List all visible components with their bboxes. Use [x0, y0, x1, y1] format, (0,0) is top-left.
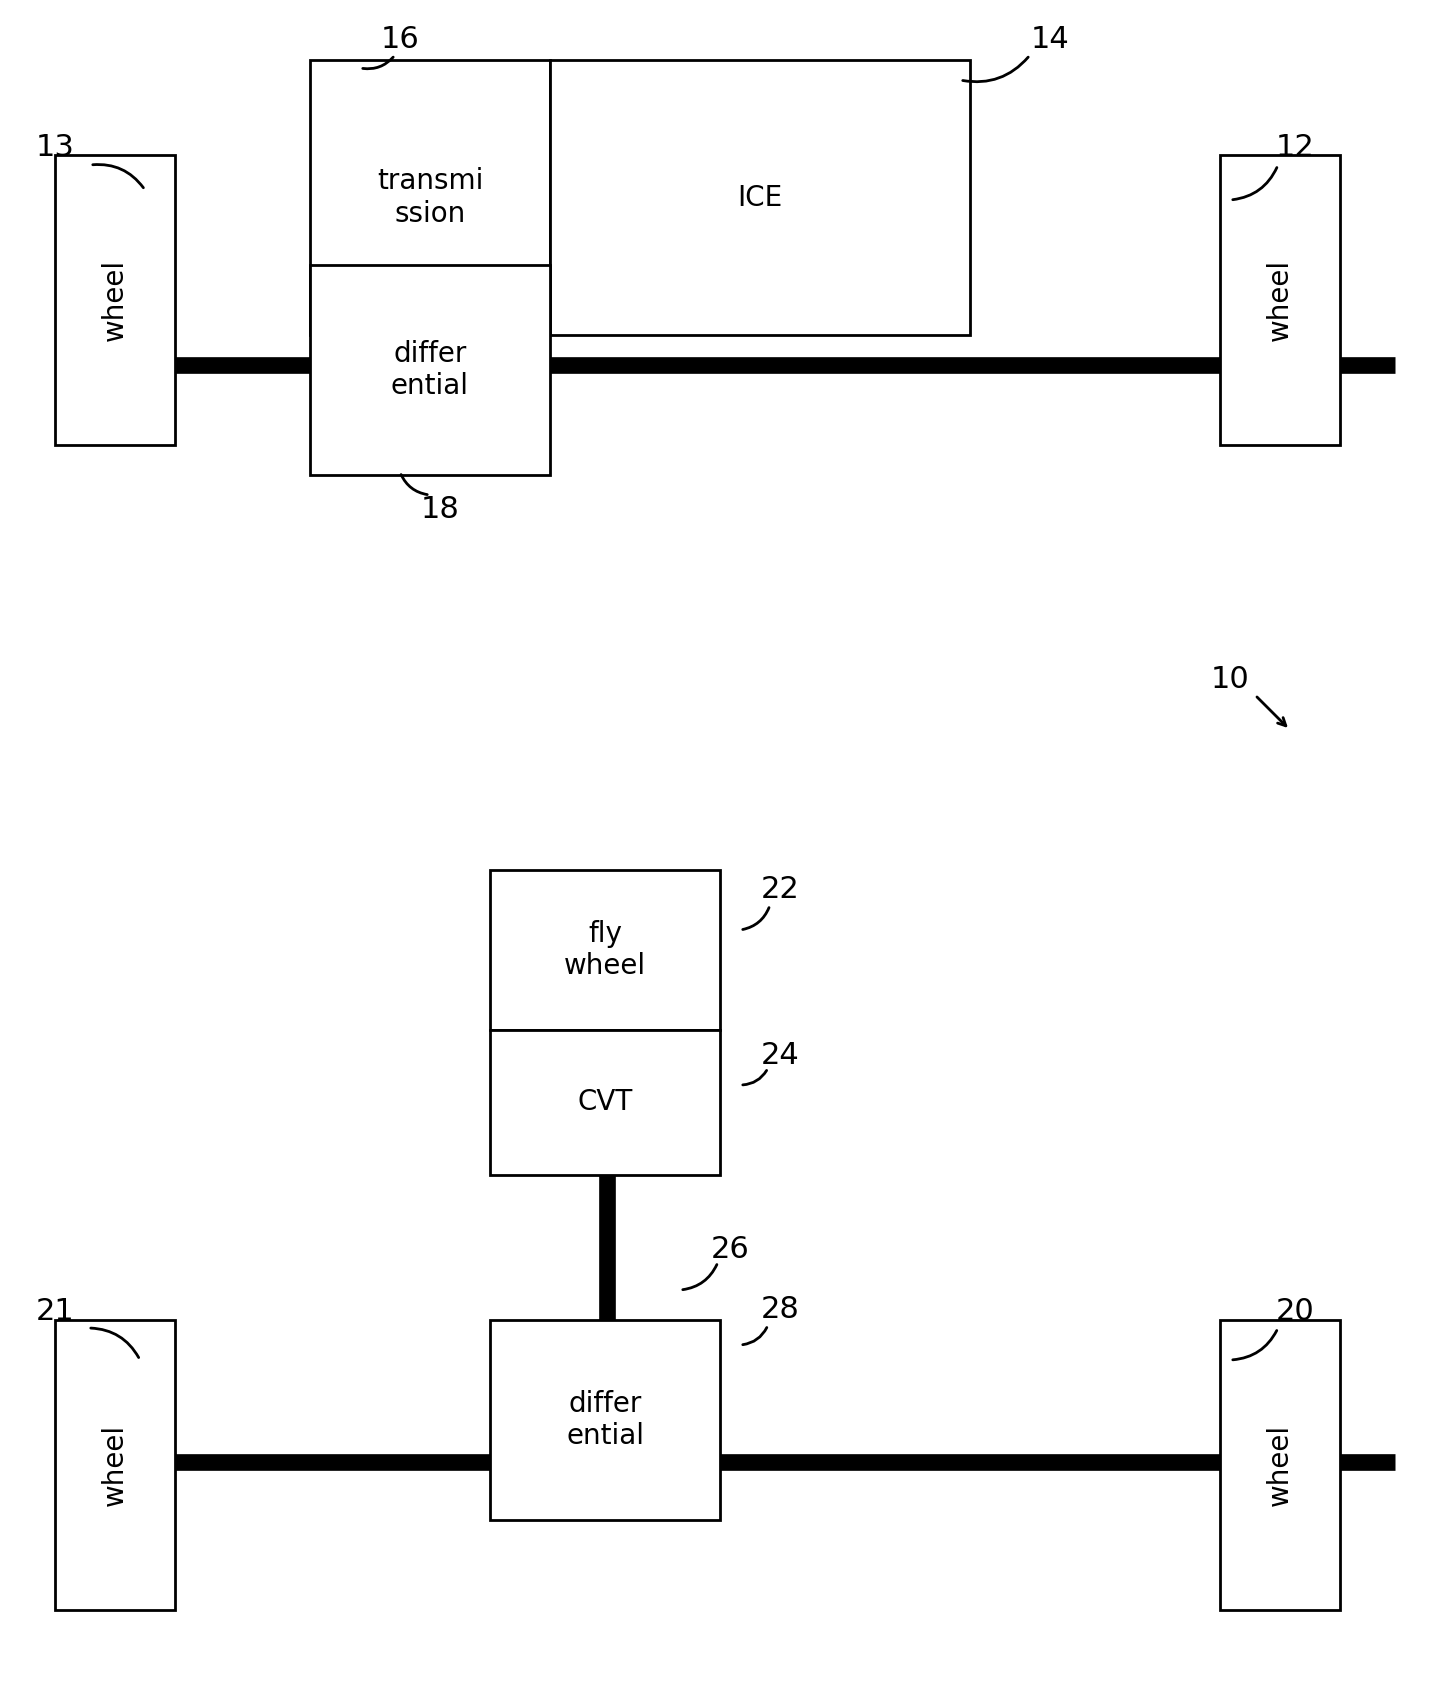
- Text: ICE: ICE: [738, 184, 782, 211]
- Bar: [490, 1320, 720, 1519]
- Text: wheel: wheel: [101, 258, 129, 341]
- Text: transmi
ssion: transmi ssion: [377, 167, 483, 228]
- Text: 21: 21: [36, 1298, 74, 1327]
- Text: 10: 10: [1210, 665, 1249, 694]
- Text: CVT: CVT: [577, 1089, 633, 1116]
- Bar: [310, 61, 551, 334]
- Text: 24: 24: [761, 1040, 800, 1070]
- Bar: [490, 869, 720, 1030]
- Text: 26: 26: [710, 1236, 749, 1264]
- Text: 12: 12: [1275, 133, 1314, 162]
- Bar: [490, 1030, 720, 1175]
- Text: 16: 16: [381, 25, 419, 54]
- Text: 20: 20: [1275, 1298, 1314, 1327]
- Bar: [55, 155, 175, 446]
- Bar: [55, 1320, 175, 1610]
- Text: differ
ential: differ ential: [567, 1389, 643, 1450]
- Text: 14: 14: [1030, 25, 1069, 54]
- Text: 18: 18: [420, 496, 459, 525]
- Text: fly
wheel: fly wheel: [564, 920, 646, 981]
- Text: 13: 13: [36, 133, 74, 162]
- Bar: [310, 265, 551, 474]
- Bar: [1220, 155, 1340, 446]
- Text: wheel: wheel: [1266, 258, 1294, 341]
- Text: 28: 28: [761, 1295, 800, 1325]
- Bar: [551, 61, 969, 334]
- Text: wheel: wheel: [101, 1425, 129, 1506]
- Text: wheel: wheel: [1266, 1425, 1294, 1506]
- Text: 22: 22: [761, 876, 800, 905]
- Text: differ
ential: differ ential: [391, 339, 469, 400]
- Bar: [1220, 1320, 1340, 1610]
